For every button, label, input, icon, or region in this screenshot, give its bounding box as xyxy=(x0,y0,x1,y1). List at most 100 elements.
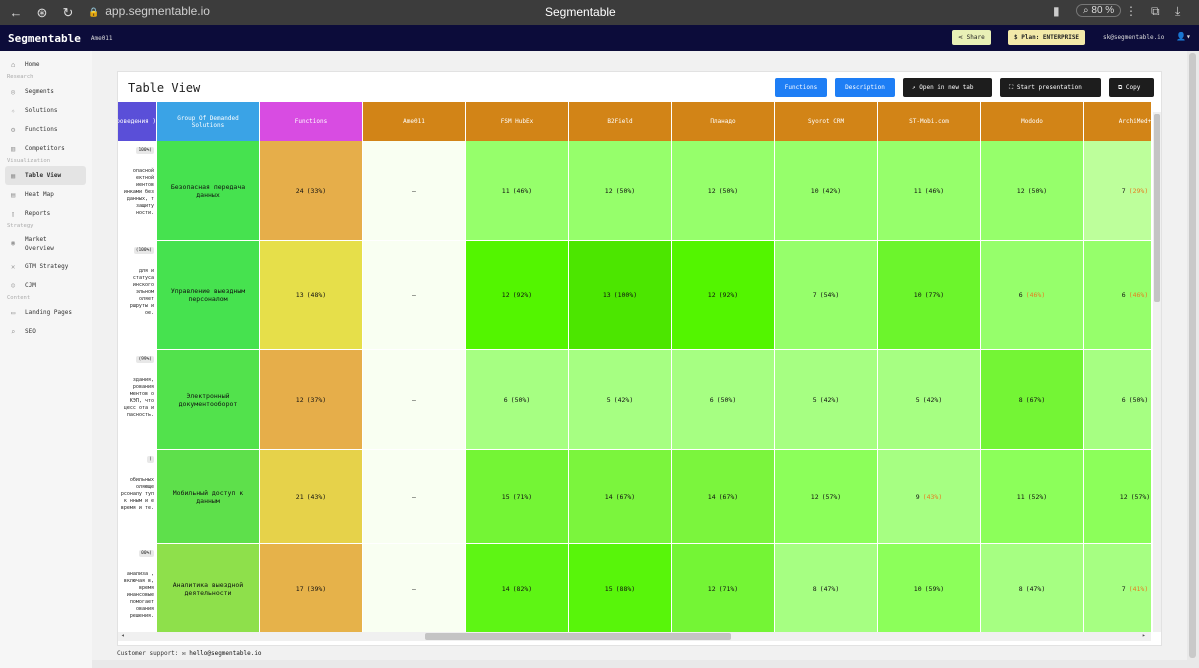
competitor-cell[interactable]: 6 (50%) xyxy=(466,350,569,450)
sidebar-item-market-overview[interactable]: ◉ Market Overview xyxy=(0,231,86,257)
ame011-cell[interactable]: – xyxy=(363,350,466,450)
description-cell[interactable]: 100%) опасной ектной иентов инками без да… xyxy=(118,141,157,241)
download-icon[interactable]: ⤓ xyxy=(1175,4,1181,18)
competitor-cell[interactable]: 6 (50%) xyxy=(1084,350,1151,450)
ame011-cell[interactable]: – xyxy=(363,450,466,544)
competitor-cell[interactable]: 12 (57%) xyxy=(775,450,878,544)
competitor-cell[interactable]: 7 (54%) xyxy=(775,241,878,350)
functions-cell[interactable]: 17 (39%) xyxy=(260,544,363,632)
competitor-cell[interactable]: 8 (47%) xyxy=(981,544,1084,632)
competitor-cell[interactable]: 12 (50%) xyxy=(981,141,1084,241)
brand-logo[interactable]: Segmentable xyxy=(8,31,81,45)
table-vertical-scrollbar[interactable] xyxy=(1153,112,1161,632)
group-cell[interactable]: Аналитика выездной деятельности xyxy=(157,544,260,632)
competitor-cell[interactable]: 12 (92%) xyxy=(672,241,775,350)
table-horizontal-scrollbar[interactable]: ◂ ▸ xyxy=(118,632,1151,641)
competitor-cell[interactable]: 6 (50%) xyxy=(672,350,775,450)
sidebar-item-reports[interactable]: ▯ Reports xyxy=(0,204,86,223)
scroll-left-arrow-icon[interactable]: ◂ xyxy=(121,632,125,639)
column-header[interactable]: ST-Mobi.com xyxy=(878,102,981,141)
support-email-link[interactable]: hello@segmentable.io xyxy=(189,650,262,657)
tabs-icon[interactable]: ⧉ xyxy=(1151,4,1160,18)
competitor-cell[interactable]: 8 (47%) xyxy=(775,544,878,632)
page-horizontal-scrollbar[interactable] xyxy=(92,660,1187,668)
ame011-cell[interactable]: – xyxy=(363,544,466,632)
group-cell[interactable]: Мобильный доступ к данным xyxy=(157,450,260,544)
sidebar-item-home[interactable]: ⌂ Home xyxy=(0,55,86,74)
competitor-cell[interactable]: 8 (67%) xyxy=(981,350,1084,450)
description-cell[interactable]: (99%) здания, рования ментов о КЭП, что ц… xyxy=(118,350,157,450)
scrollbar-thumb[interactable] xyxy=(1189,53,1196,658)
competitor-cell[interactable]: 11 (46%) xyxy=(878,141,981,241)
ame011-cell[interactable]: – xyxy=(363,141,466,241)
competitor-cell[interactable]: 10 (77%) xyxy=(878,241,981,350)
functions-cell[interactable]: 24 (33%) xyxy=(260,141,363,241)
description-cell[interactable]: 00%) анализа , включая в, время инансовые… xyxy=(118,544,157,632)
sidebar-item-seo[interactable]: ⌕ SEO xyxy=(0,322,86,341)
column-header[interactable]: Mododo xyxy=(981,102,1084,141)
functions-cell[interactable]: 12 (37%) xyxy=(260,350,363,450)
sidebar-item-landing-pages[interactable]: ▭ Landing Pages xyxy=(0,303,86,322)
sidebar-item-table-view[interactable]: ▦ Table View xyxy=(5,166,86,185)
group-cell[interactable]: Электронный документооборот xyxy=(157,350,260,450)
plan-badge[interactable]: $ Plan: ENTERPRISE xyxy=(1008,30,1086,45)
page-vertical-scrollbar[interactable] xyxy=(1187,51,1199,668)
competitor-cell[interactable]: 7 (29%) xyxy=(1084,141,1151,241)
competitor-cell[interactable]: 14 (67%) xyxy=(672,450,775,544)
competitor-cell[interactable]: 13 (100%) xyxy=(569,241,672,350)
competitor-cell[interactable]: 5 (42%) xyxy=(569,350,672,450)
functions-cell[interactable]: 13 (48%) xyxy=(260,241,363,350)
competitor-cell[interactable]: 12 (50%) xyxy=(569,141,672,241)
competitor-cell[interactable]: 15 (88%) xyxy=(569,544,672,632)
reload-icon[interactable]: ↻ xyxy=(62,4,74,20)
competitor-cell[interactable]: 10 (42%) xyxy=(775,141,878,241)
sidebar-item-heat-map[interactable]: ▤ Heat Map xyxy=(0,185,86,204)
competitor-cell[interactable]: 10 (59%) xyxy=(878,544,981,632)
group-cell[interactable]: Безопасная передача данных xyxy=(157,141,260,241)
sidebar-item-solutions[interactable]: ✧ Solutions xyxy=(0,101,86,120)
column-header[interactable]: Functions xyxy=(260,102,363,141)
column-header[interactable]: Ame011 xyxy=(363,102,466,141)
competitor-cell[interactable]: 9 (43%) xyxy=(878,450,981,544)
column-header[interactable]: Планадо xyxy=(672,102,775,141)
competitor-cell[interactable]: 14 (67%) xyxy=(569,450,672,544)
description-button[interactable]: Description xyxy=(835,78,895,97)
address-bar[interactable]: 🔒 app.segmentable.io xyxy=(88,4,210,18)
competitor-cell[interactable]: 14 (82%) xyxy=(466,544,569,632)
competitor-cell[interactable]: 11 (46%) xyxy=(466,141,569,241)
column-header[interactable]: ArchiMed+ xyxy=(1084,102,1151,141)
competitor-cell[interactable]: 11 (52%) xyxy=(981,450,1084,544)
sidebar-item-gtm-strategy[interactable]: ✕ GTM Strategy xyxy=(0,257,86,276)
competitor-cell[interactable]: 15 (71%) xyxy=(466,450,569,544)
scroll-right-arrow-icon[interactable]: ▸ xyxy=(1142,632,1146,639)
competitor-cell[interactable]: 5 (42%) xyxy=(878,350,981,450)
ame011-cell[interactable]: – xyxy=(363,241,466,350)
column-header[interactable]: Group Of Demanded Solutions xyxy=(157,102,260,141)
bookmark-icon[interactable]: ▮ xyxy=(1053,4,1060,18)
competitor-cell[interactable]: 5 (42%) xyxy=(775,350,878,450)
description-cell[interactable]: ) обильных оляюще рсоналу туп к нным и е … xyxy=(118,450,157,544)
zoom-indicator[interactable]: ⌕ 80 % xyxy=(1076,4,1122,17)
scrollbar-thumb[interactable] xyxy=(425,633,731,640)
share-button[interactable]: ⋖ Share xyxy=(952,30,991,45)
column-header[interactable]: B2Field xyxy=(569,102,672,141)
open-new-tab-button[interactable]: ↗ Open in new tab xyxy=(903,78,992,97)
copy-button[interactable]: ⧉ Copy xyxy=(1109,78,1154,97)
competitor-cell[interactable]: 7 (41%) xyxy=(1084,544,1151,632)
competitor-cell[interactable]: 6 (46%) xyxy=(981,241,1084,350)
column-header[interactable]: Syorot CRM xyxy=(775,102,878,141)
sidebar-item-cjm[interactable]: ☺ CJM xyxy=(0,276,86,295)
column-header[interactable]: проведения ) xyxy=(118,102,157,141)
sidebar-item-functions[interactable]: ⚙ Functions xyxy=(0,120,86,139)
competitor-cell[interactable]: 12 (71%) xyxy=(672,544,775,632)
sidebar-item-competitors[interactable]: ▥ Competitors xyxy=(0,139,86,158)
menu-dots-icon[interactable]: ⋮ xyxy=(1125,4,1137,18)
competitor-cell[interactable]: 12 (92%) xyxy=(466,241,569,350)
column-header[interactable]: FSM HubEx xyxy=(466,102,569,141)
start-presentation-button[interactable]: ⛶ Start presentation xyxy=(1000,78,1101,97)
group-cell[interactable]: Управление выездным персоналом xyxy=(157,241,260,350)
functions-cell[interactable]: 21 (43%) xyxy=(260,450,363,544)
competitor-cell[interactable]: 12 (50%) xyxy=(672,141,775,241)
description-cell[interactable]: (100%) для и статуса инского эльном оляет… xyxy=(118,241,157,350)
extension-icon[interactable]: ⊛ xyxy=(36,4,48,20)
